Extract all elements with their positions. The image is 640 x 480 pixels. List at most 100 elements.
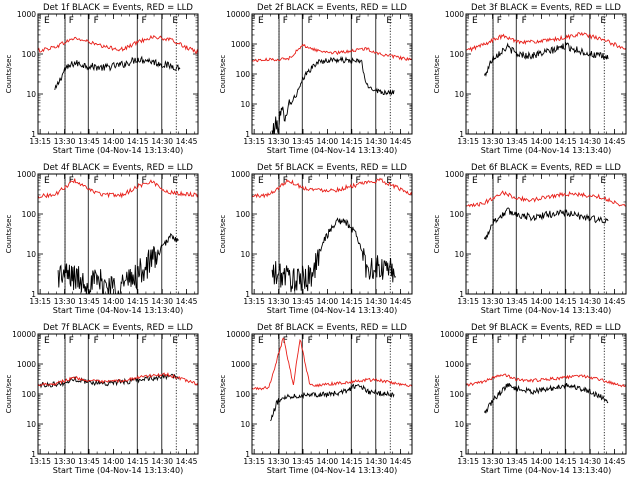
y-axis-label: Counts/sec (433, 215, 441, 254)
interval-marker-label: E (258, 16, 264, 26)
interval-marker-label: F (497, 16, 502, 26)
lld-series-line (252, 337, 412, 391)
interval-marker-label: F (308, 176, 313, 186)
x-axis-label: Start Time (04-Nov-14 13:13:40) (267, 146, 397, 155)
panel-title: Det 5f BLACK = Events, RED = LLD (257, 163, 407, 173)
interval-marker-label: F (69, 16, 74, 26)
plot-frame (37, 173, 199, 295)
y-tick-label: 1 (31, 290, 36, 299)
panel-title: Det 8f BLACK = Events, RED = LLD (257, 323, 407, 333)
y-axis-label: Counts/sec (219, 215, 227, 254)
interval-marker-label: E (600, 16, 606, 26)
x-tick-label: 13:15 (457, 457, 479, 466)
interval-marker-label: F (497, 336, 502, 346)
y-tick-label: 100 (450, 50, 465, 59)
panel-det-5: Det 5f BLACK = Events, RED = LLD Counts/s… (219, 163, 413, 315)
x-tick-label: 14:45 (390, 457, 412, 466)
interval-marker-label: E (172, 16, 178, 26)
panel-det-3: Det 3f BLACK = Events, RED = LLD Counts/s… (433, 3, 627, 155)
x-tick-label: 13:30 (54, 137, 76, 146)
plot-frame (465, 333, 627, 455)
y-axis-label: Counts/sec (5, 55, 13, 94)
interval-marker-label: F (94, 16, 99, 26)
x-tick-label: 13:45 (78, 297, 100, 306)
interval-marker-label: E (600, 176, 606, 186)
y-tick-label: 10000 (440, 330, 464, 339)
lld-series-line (466, 31, 626, 53)
interval-marker-label: F (308, 336, 313, 346)
interval-marker-label: E (44, 176, 50, 186)
y-tick-label: 1000 (445, 170, 464, 179)
lld-series-line (38, 372, 198, 387)
x-tick-label: 13:45 (292, 297, 314, 306)
events-series-line (57, 232, 179, 294)
lld-series-line (466, 373, 626, 388)
x-tick-label: 14:00 (103, 297, 125, 306)
x-tick-label: 14:15 (341, 297, 363, 306)
x-tick-label: 14:00 (531, 457, 553, 466)
lld-series-line (466, 190, 626, 208)
panel-det-6: Det 6f BLACK = Events, RED = LLD Counts/s… (433, 163, 627, 315)
x-tick-label: 14:15 (555, 457, 577, 466)
panel-det-2: Det 2f BLACK = Events, RED = LLD Counts/s… (219, 3, 413, 155)
x-tick-label: 14:00 (317, 137, 339, 146)
events-series-line (54, 55, 181, 90)
x-tick-label: 14:15 (341, 137, 363, 146)
y-tick-label: 10 (26, 420, 36, 429)
panel-title: Det 7f BLACK = Events, RED = LLD (43, 323, 193, 333)
x-tick-label: 14:00 (317, 297, 339, 306)
x-tick-label: 13:30 (268, 137, 290, 146)
panel-title: Det 3f BLACK = Events, RED = LLD (471, 3, 621, 13)
y-axis-label: Counts/sec (5, 215, 13, 254)
y-tick-label: 1 (31, 130, 36, 139)
x-tick-label: 14:45 (176, 137, 198, 146)
interval-marker-label: F (94, 176, 99, 186)
y-tick-label: 10 (240, 250, 250, 259)
interval-marker-label: F (283, 336, 288, 346)
x-tick-label: 14:00 (531, 297, 553, 306)
y-tick-label: 100 (22, 390, 37, 399)
x-tick-label: 13:15 (457, 137, 479, 146)
interval-marker-label: E (472, 16, 478, 26)
x-tick-label: 14:30 (579, 137, 601, 146)
x-axis-label: Start Time (04-Nov-14 13:13:40) (53, 306, 183, 315)
y-tick-label: 100 (450, 390, 465, 399)
events-series-line (271, 55, 395, 134)
plot-area (466, 31, 626, 78)
y-tick-label: 1000 (445, 360, 464, 369)
interval-marker-label: F (355, 336, 360, 346)
x-tick-label: 13:45 (506, 137, 528, 146)
x-tick-label: 13:30 (268, 457, 290, 466)
events-series-line (270, 383, 395, 422)
y-tick-label: 10 (454, 250, 464, 259)
interval-marker-label: F (522, 176, 527, 186)
interval-marker-label: E (258, 336, 264, 346)
x-tick-label: 14:30 (365, 297, 387, 306)
x-tick-label: 14:45 (390, 137, 412, 146)
x-tick-label: 14:30 (365, 137, 387, 146)
x-tick-label: 13:30 (482, 297, 504, 306)
x-axis-label: Start Time (04-Nov-14 13:13:40) (267, 306, 397, 315)
y-tick-label: 1 (31, 450, 36, 459)
y-tick-label: 100 (450, 210, 465, 219)
interval-marker-label: E (172, 336, 178, 346)
x-tick-label: 13:45 (506, 457, 528, 466)
y-tick-label: 10 (240, 100, 250, 109)
x-tick-label: 14:45 (176, 457, 198, 466)
plot-frame (37, 333, 199, 455)
y-tick-label: 1 (459, 450, 464, 459)
y-tick-label: 10 (240, 420, 250, 429)
interval-marker-label: F (308, 16, 313, 26)
x-tick-label: 13:45 (78, 137, 100, 146)
interval-marker-label: F (141, 16, 146, 26)
interval-marker-label: E (172, 176, 178, 186)
panel-det-4: Det 4f BLACK = Events, RED = LLD Counts/s… (5, 163, 199, 315)
x-tick-label: 14:15 (555, 137, 577, 146)
x-tick-label: 13:30 (268, 297, 290, 306)
x-tick-label: 13:15 (29, 297, 51, 306)
interval-marker-label: F (69, 336, 74, 346)
y-tick-label: 100 (236, 390, 251, 399)
y-tick-label: 1 (245, 450, 250, 459)
x-tick-label: 14:00 (103, 137, 125, 146)
interval-marker-label: F (569, 16, 574, 26)
